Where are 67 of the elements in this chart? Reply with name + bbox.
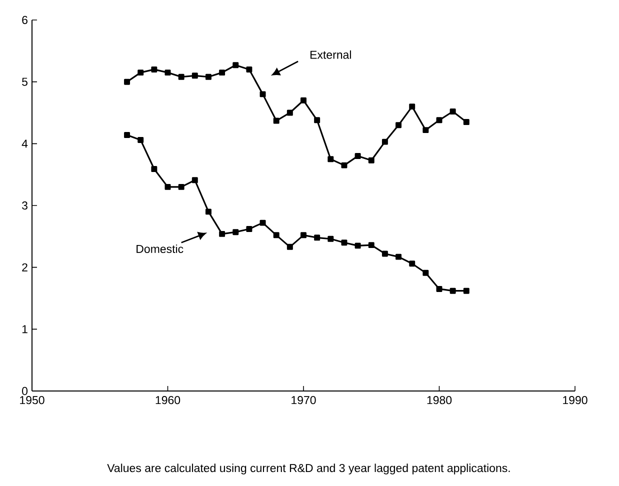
point: [205, 74, 212, 80]
x-tick-label: 1960: [156, 396, 180, 404]
point: [286, 110, 293, 116]
y-tick-label: 1: [22, 325, 28, 334]
point: [138, 136, 144, 143]
point: [436, 286, 442, 292]
point: [450, 108, 456, 114]
point: [328, 236, 334, 242]
point: [164, 70, 171, 76]
point: [382, 250, 388, 257]
point: [219, 70, 226, 76]
y-tick-label: 6: [22, 16, 28, 24]
point: [124, 78, 130, 85]
point: [300, 97, 306, 104]
x-tick-label: 1980: [427, 396, 452, 404]
point: [396, 254, 402, 260]
point: [178, 184, 184, 190]
point: [314, 234, 320, 241]
legend-label: Domestic: [136, 244, 184, 253]
x-tick-label: 1990: [563, 396, 588, 404]
point: [300, 232, 306, 238]
point: [368, 242, 374, 248]
y-tick-label: 0: [22, 386, 28, 396]
point: [314, 117, 320, 124]
point: [138, 70, 144, 76]
text: External: [310, 50, 351, 59]
point: [219, 230, 226, 237]
point: [409, 104, 416, 110]
point: [422, 270, 429, 276]
point: [246, 226, 252, 232]
point: [341, 162, 348, 168]
point: [151, 66, 158, 72]
point: [192, 177, 198, 184]
point: [273, 232, 280, 238]
y-tick-label: 3: [22, 201, 28, 210]
point: [260, 91, 266, 98]
point: [450, 288, 456, 294]
point: [286, 244, 293, 250]
point: [354, 153, 361, 160]
y-tick-label: 2: [22, 263, 28, 272]
point: [328, 156, 334, 162]
x-tick-label: 1970: [292, 396, 316, 404]
point: [124, 132, 130, 138]
y-tick-label: 4: [22, 140, 28, 148]
point: [232, 229, 239, 236]
x-tick-label: 1950: [20, 396, 44, 404]
point: [463, 119, 470, 126]
point: [409, 260, 416, 267]
y-tick-label: 5: [22, 78, 28, 86]
point: [436, 117, 442, 124]
point: [382, 138, 388, 145]
point: [273, 118, 280, 124]
point: [192, 72, 198, 79]
point: [341, 240, 348, 246]
text: Values are calculated using current R&D and 3 year lagged patent applications.: [107, 464, 510, 474]
point: [205, 208, 212, 215]
point: [164, 184, 171, 190]
point: [178, 74, 184, 80]
point: [232, 62, 239, 68]
point: [422, 127, 429, 134]
point: [368, 157, 374, 164]
point: [354, 242, 361, 249]
point: [260, 220, 266, 226]
point: [463, 288, 470, 294]
point: [151, 166, 158, 172]
point: [246, 66, 252, 72]
point: [396, 122, 402, 128]
